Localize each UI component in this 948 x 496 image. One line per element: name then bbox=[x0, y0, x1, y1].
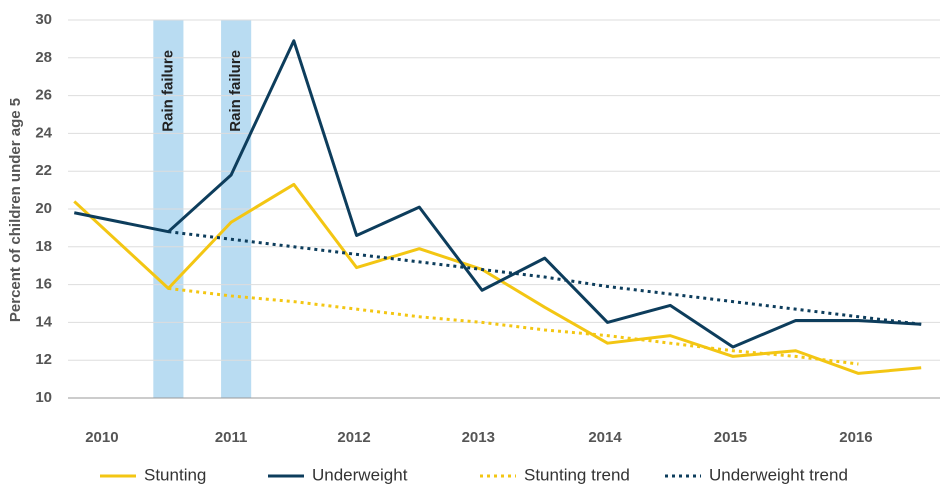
y-tick-label: 16 bbox=[35, 276, 52, 293]
annotation-label: Rain failure bbox=[159, 50, 176, 132]
x-tick-label: 2013 bbox=[462, 429, 495, 446]
legend-label: Underweight bbox=[312, 465, 408, 484]
y-tick-label: 12 bbox=[35, 351, 52, 368]
y-tick-label: 14 bbox=[35, 313, 52, 330]
series-line bbox=[73, 182, 922, 375]
series-line bbox=[168, 286, 859, 366]
y-tick-label: 30 bbox=[35, 11, 52, 28]
x-tick-label: 2011 bbox=[215, 429, 248, 446]
y-axis-label: Percent of children under age 5 bbox=[7, 98, 24, 322]
series-line bbox=[168, 230, 922, 326]
y-tick-label: 24 bbox=[35, 124, 52, 141]
series-line bbox=[73, 39, 922, 349]
x-tick-label: 2012 bbox=[337, 429, 370, 446]
y-tick-label: 10 bbox=[35, 389, 52, 406]
y-tick-label: 20 bbox=[35, 200, 52, 217]
x-tick-label: 2016 bbox=[839, 429, 872, 446]
y-tick-label: 26 bbox=[35, 87, 52, 104]
y-tick-label: 28 bbox=[35, 49, 52, 66]
x-tick-label: 2014 bbox=[588, 429, 622, 446]
y-tick-label: 22 bbox=[35, 162, 52, 179]
legend-label: Stunting bbox=[144, 465, 206, 484]
legend-label: Underweight trend bbox=[709, 465, 848, 484]
legend-label: Stunting trend bbox=[524, 465, 630, 484]
y-tick-label: 18 bbox=[35, 238, 52, 255]
x-tick-label: 2015 bbox=[714, 429, 747, 446]
annotation-label: Rain failure bbox=[227, 50, 244, 132]
x-tick-label: 2010 bbox=[85, 429, 118, 446]
